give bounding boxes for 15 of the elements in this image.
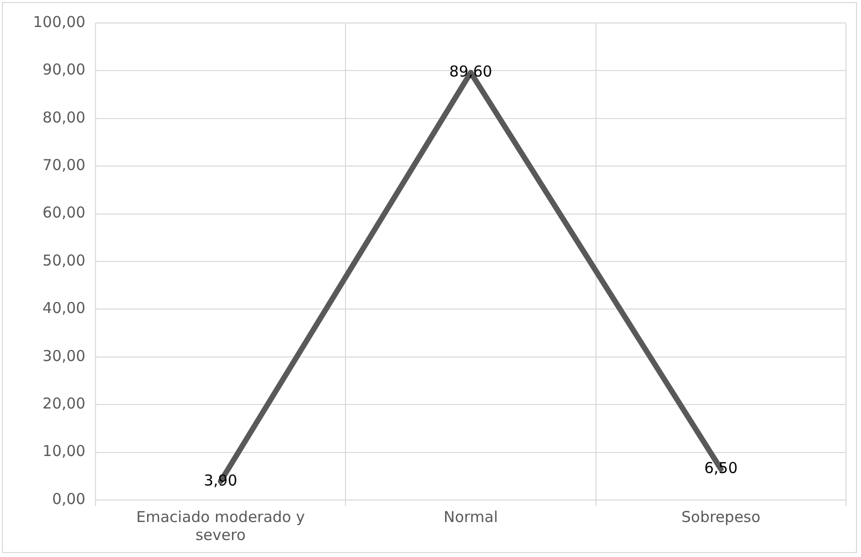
y-tick-label: 70,00 xyxy=(42,156,86,174)
x-tick-label: Emaciado moderado y severo xyxy=(136,508,305,544)
y-tick-label: 90,00 xyxy=(42,60,86,79)
y-tick-label: 50,00 xyxy=(42,251,86,270)
y-tick-label: 30,00 xyxy=(42,346,86,365)
y-tick-label: 100,00 xyxy=(32,12,86,31)
x-tick-label: Sobrepeso xyxy=(681,508,760,526)
y-tick-label: 10,00 xyxy=(42,442,86,460)
y-tick-label: 60,00 xyxy=(42,204,86,222)
y-tick-label: 0,00 xyxy=(52,490,86,508)
y-tick-label: 80,00 xyxy=(42,108,86,126)
y-tick-label: 20,00 xyxy=(42,394,86,412)
x-tick-label: Normal xyxy=(444,508,498,526)
y-tick-label: 40,00 xyxy=(42,299,86,318)
data-label: 89,60 xyxy=(449,62,492,80)
